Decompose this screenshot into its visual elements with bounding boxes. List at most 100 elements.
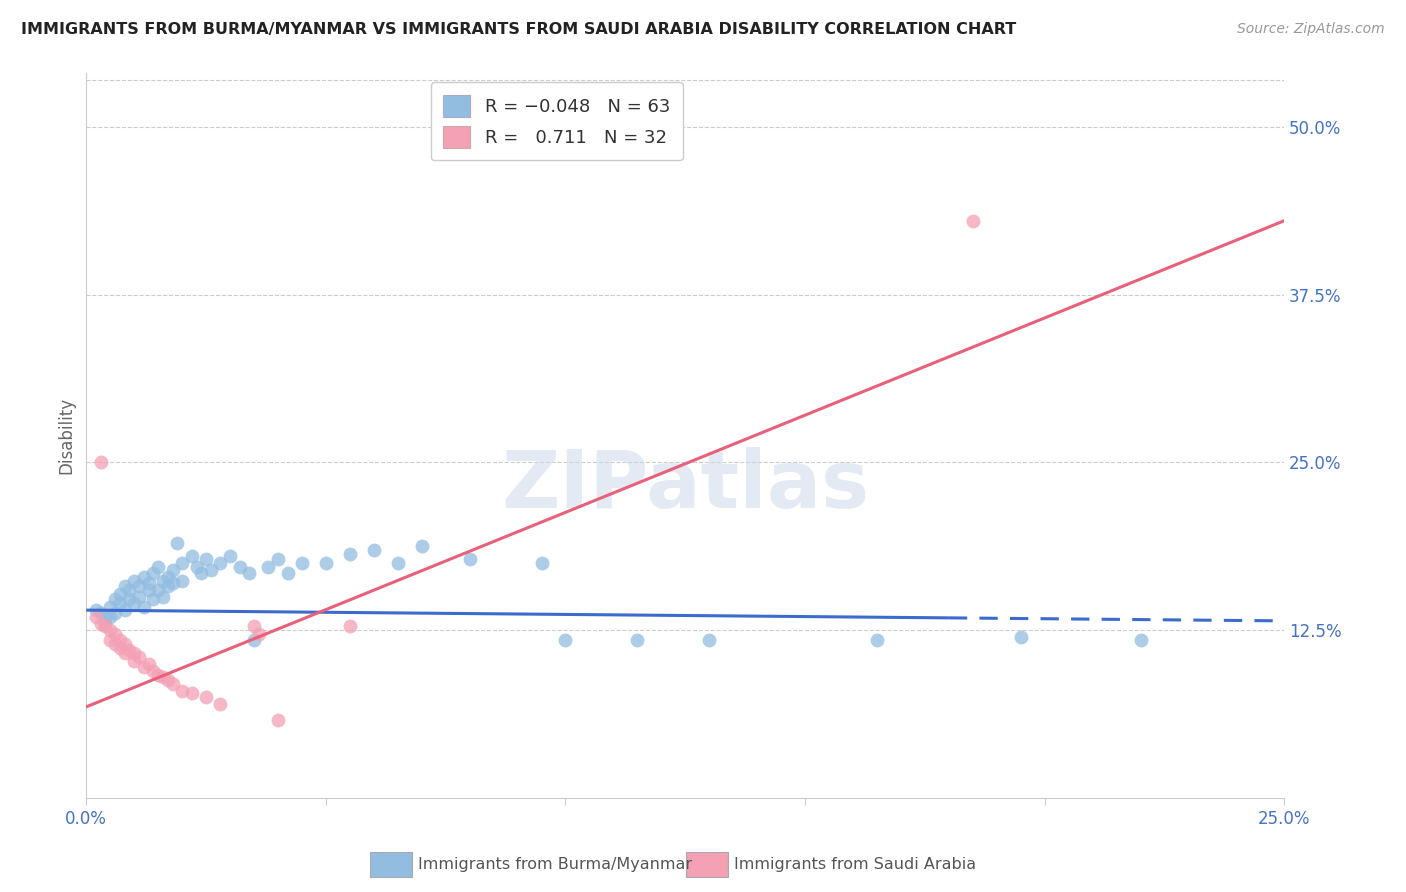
Point bbox=[186, 560, 208, 574]
Point bbox=[90, 606, 112, 620]
Point bbox=[411, 539, 433, 553]
Point bbox=[114, 603, 136, 617]
Point bbox=[142, 566, 165, 580]
Point bbox=[146, 582, 169, 597]
Point bbox=[122, 596, 145, 610]
Point bbox=[243, 619, 266, 633]
Text: ZIPatlas: ZIPatlas bbox=[501, 447, 869, 525]
Point bbox=[138, 576, 160, 591]
Point bbox=[156, 579, 179, 593]
Point bbox=[104, 592, 127, 607]
Point bbox=[128, 579, 150, 593]
Point bbox=[458, 552, 481, 566]
Point bbox=[166, 536, 188, 550]
Point bbox=[172, 556, 194, 570]
Point bbox=[142, 592, 165, 607]
Point bbox=[94, 610, 117, 624]
Point bbox=[219, 549, 242, 564]
Point bbox=[94, 619, 117, 633]
Point bbox=[114, 579, 136, 593]
Point bbox=[152, 574, 174, 588]
Point bbox=[180, 549, 202, 564]
Y-axis label: Disability: Disability bbox=[58, 397, 75, 475]
Point bbox=[104, 637, 127, 651]
Point bbox=[1129, 632, 1152, 647]
Text: IMMIGRANTS FROM BURMA/MYANMAR VS IMMIGRANTS FROM SAUDI ARABIA DISABILITY CORRELA: IMMIGRANTS FROM BURMA/MYANMAR VS IMMIGRA… bbox=[21, 22, 1017, 37]
Point bbox=[84, 603, 107, 617]
Point bbox=[118, 643, 141, 657]
Point bbox=[98, 632, 121, 647]
Point bbox=[142, 664, 165, 678]
Point bbox=[108, 587, 131, 601]
Point bbox=[104, 627, 127, 641]
Text: Immigrants from Burma/Myanmar: Immigrants from Burma/Myanmar bbox=[418, 857, 692, 871]
Text: Source: ZipAtlas.com: Source: ZipAtlas.com bbox=[1237, 22, 1385, 37]
Point bbox=[209, 556, 232, 570]
Point bbox=[530, 556, 553, 570]
Text: Immigrants from Saudi Arabia: Immigrants from Saudi Arabia bbox=[734, 857, 976, 871]
Legend: R = −0.048   N = 63, R =   0.711   N = 32: R = −0.048 N = 63, R = 0.711 N = 32 bbox=[430, 82, 683, 161]
Point bbox=[195, 552, 218, 566]
Point bbox=[108, 596, 131, 610]
Point bbox=[156, 569, 179, 583]
Point bbox=[209, 697, 232, 711]
Point bbox=[238, 566, 260, 580]
Point bbox=[146, 667, 169, 681]
Point bbox=[962, 213, 984, 227]
Point bbox=[180, 686, 202, 700]
Point bbox=[84, 610, 107, 624]
Point bbox=[114, 637, 136, 651]
Point bbox=[162, 677, 184, 691]
Point bbox=[247, 627, 270, 641]
Point bbox=[90, 455, 112, 469]
Point bbox=[277, 566, 299, 580]
Point bbox=[162, 576, 184, 591]
Point bbox=[108, 632, 131, 647]
Point bbox=[104, 606, 127, 620]
Point bbox=[90, 616, 112, 631]
Point bbox=[152, 590, 174, 604]
Point bbox=[267, 713, 290, 727]
Point bbox=[108, 640, 131, 655]
Point bbox=[138, 657, 160, 671]
Point bbox=[190, 566, 212, 580]
Point bbox=[172, 574, 194, 588]
Point bbox=[152, 670, 174, 684]
Point bbox=[200, 563, 222, 577]
Point bbox=[697, 632, 720, 647]
Point bbox=[243, 632, 266, 647]
Point bbox=[866, 632, 889, 647]
Point bbox=[118, 592, 141, 607]
Point bbox=[339, 547, 361, 561]
Point bbox=[114, 646, 136, 660]
Point bbox=[257, 560, 280, 574]
Point bbox=[228, 560, 250, 574]
Point bbox=[128, 590, 150, 604]
Point bbox=[98, 624, 121, 638]
Point bbox=[162, 563, 184, 577]
Point bbox=[122, 646, 145, 660]
Point bbox=[339, 619, 361, 633]
Point bbox=[291, 556, 314, 570]
Point bbox=[1010, 630, 1032, 644]
Point bbox=[146, 560, 169, 574]
Point bbox=[554, 632, 576, 647]
Point bbox=[122, 654, 145, 668]
Point bbox=[626, 632, 648, 647]
Point bbox=[387, 556, 409, 570]
Point bbox=[98, 600, 121, 615]
Point bbox=[132, 659, 155, 673]
Point bbox=[195, 690, 218, 705]
Point bbox=[122, 574, 145, 588]
Point bbox=[172, 683, 194, 698]
Point bbox=[132, 569, 155, 583]
Point bbox=[118, 582, 141, 597]
Point bbox=[315, 556, 337, 570]
Point bbox=[94, 616, 117, 631]
Point bbox=[128, 650, 150, 665]
Point bbox=[156, 673, 179, 687]
Point bbox=[138, 582, 160, 597]
Point bbox=[98, 610, 121, 624]
Point bbox=[363, 542, 385, 557]
Point bbox=[267, 552, 290, 566]
